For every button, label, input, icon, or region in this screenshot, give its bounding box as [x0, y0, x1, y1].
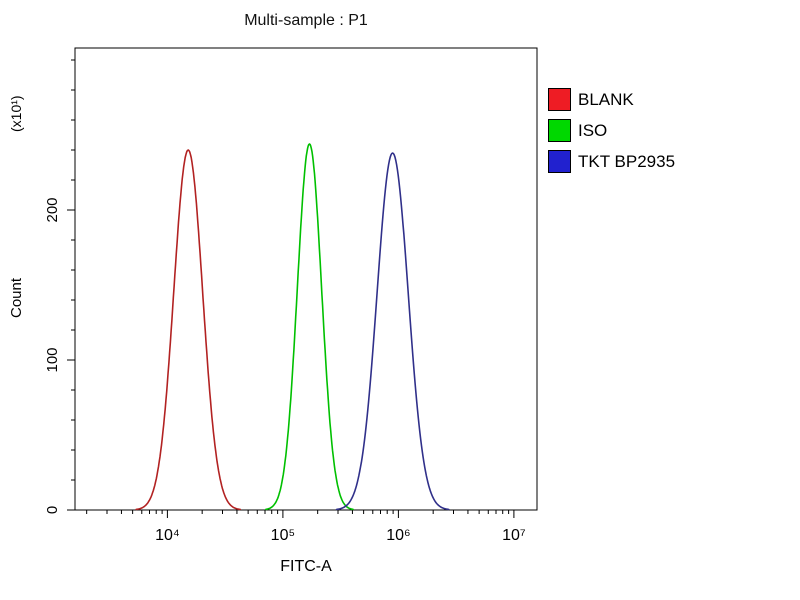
legend-label: ISO — [578, 120, 608, 140]
legend-swatch-blank — [548, 88, 571, 111]
legend: BLANK ISO TKT BP2935 — [548, 88, 675, 173]
legend-item-blank: BLANK — [548, 88, 675, 111]
x-tick-label: 10⁵ — [271, 527, 295, 544]
x-tick-label: 10⁷ — [502, 527, 526, 544]
y-tick-label: 200 — [44, 197, 61, 222]
histogram-curve-tkt-bp2935 — [335, 152, 450, 511]
legend-swatch-iso — [548, 119, 571, 142]
histogram-curve-blank — [135, 149, 241, 511]
legend-swatch-tkt — [548, 150, 571, 173]
plot-border — [74, 47, 538, 511]
x-tick-label: 10⁶ — [386, 527, 410, 544]
chart-title: Multi-sample : P1 — [244, 12, 368, 29]
legend-item-tkt: TKT BP2935 — [548, 150, 675, 173]
legend-label: TKT BP2935 — [578, 151, 676, 171]
y-tick-label: 0 — [44, 506, 61, 514]
legend-label: BLANK — [578, 89, 634, 109]
x-tick-label: 10⁴ — [155, 527, 180, 544]
y-tick-label: 100 — [44, 347, 61, 372]
legend-item-iso: ISO — [548, 119, 675, 142]
histogram-curve-iso — [264, 143, 354, 511]
x-axis-label: FITC-A — [280, 558, 332, 575]
